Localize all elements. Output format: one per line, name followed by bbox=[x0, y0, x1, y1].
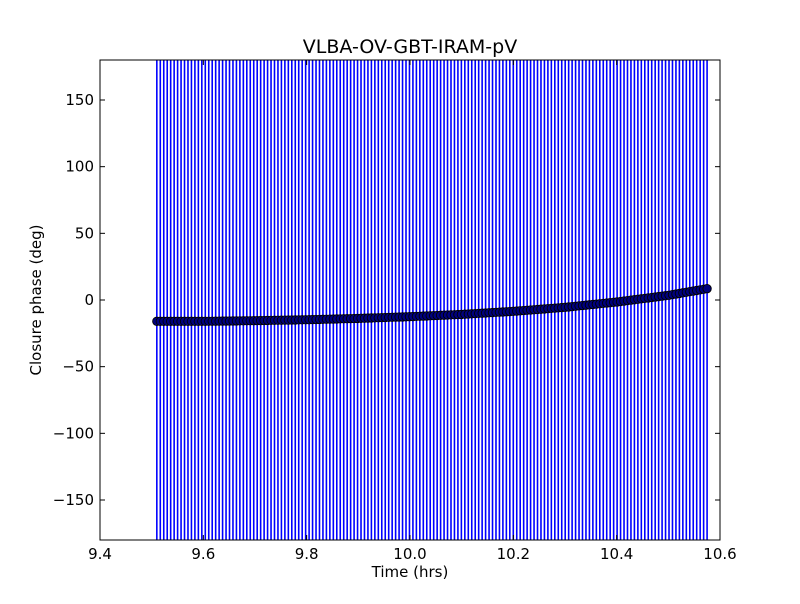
error-bars bbox=[156, 60, 708, 540]
plot-inner bbox=[152, 60, 712, 540]
axes: 9.4 9.6 9.8 10.0 10.2 10.4 10.6 −150 −100 −50 0 50 1… bbox=[53, 59, 737, 563]
y-tick-label: 0 bbox=[84, 291, 94, 309]
x-axis-label: Time (hrs) bbox=[371, 563, 449, 581]
data-points bbox=[152, 284, 712, 326]
y-tick-label: −150 bbox=[53, 491, 94, 509]
data-point bbox=[702, 284, 712, 294]
x-tick-label: 9.8 bbox=[295, 545, 319, 563]
y-tick-label: 100 bbox=[65, 158, 94, 176]
x-tick-label: 10.4 bbox=[600, 545, 633, 563]
y-tick-label: −100 bbox=[53, 424, 94, 442]
x-tick-label: 10.2 bbox=[497, 545, 530, 563]
x-tick-label: 9.4 bbox=[88, 545, 112, 563]
x-tick-label: 10.6 bbox=[703, 545, 736, 563]
chart-title: VLBA-OV-GBT-IRAM-pV bbox=[303, 36, 517, 58]
x-tick-label: 10.0 bbox=[393, 545, 426, 563]
y-tick-label: 50 bbox=[75, 224, 94, 242]
x-tick-label: 9.6 bbox=[191, 545, 215, 563]
plot-area bbox=[152, 60, 712, 540]
y-axis-label: Closure phase (deg) bbox=[27, 225, 45, 376]
y-tick-label: −50 bbox=[62, 358, 94, 376]
y-tick-label: 150 bbox=[65, 91, 94, 109]
